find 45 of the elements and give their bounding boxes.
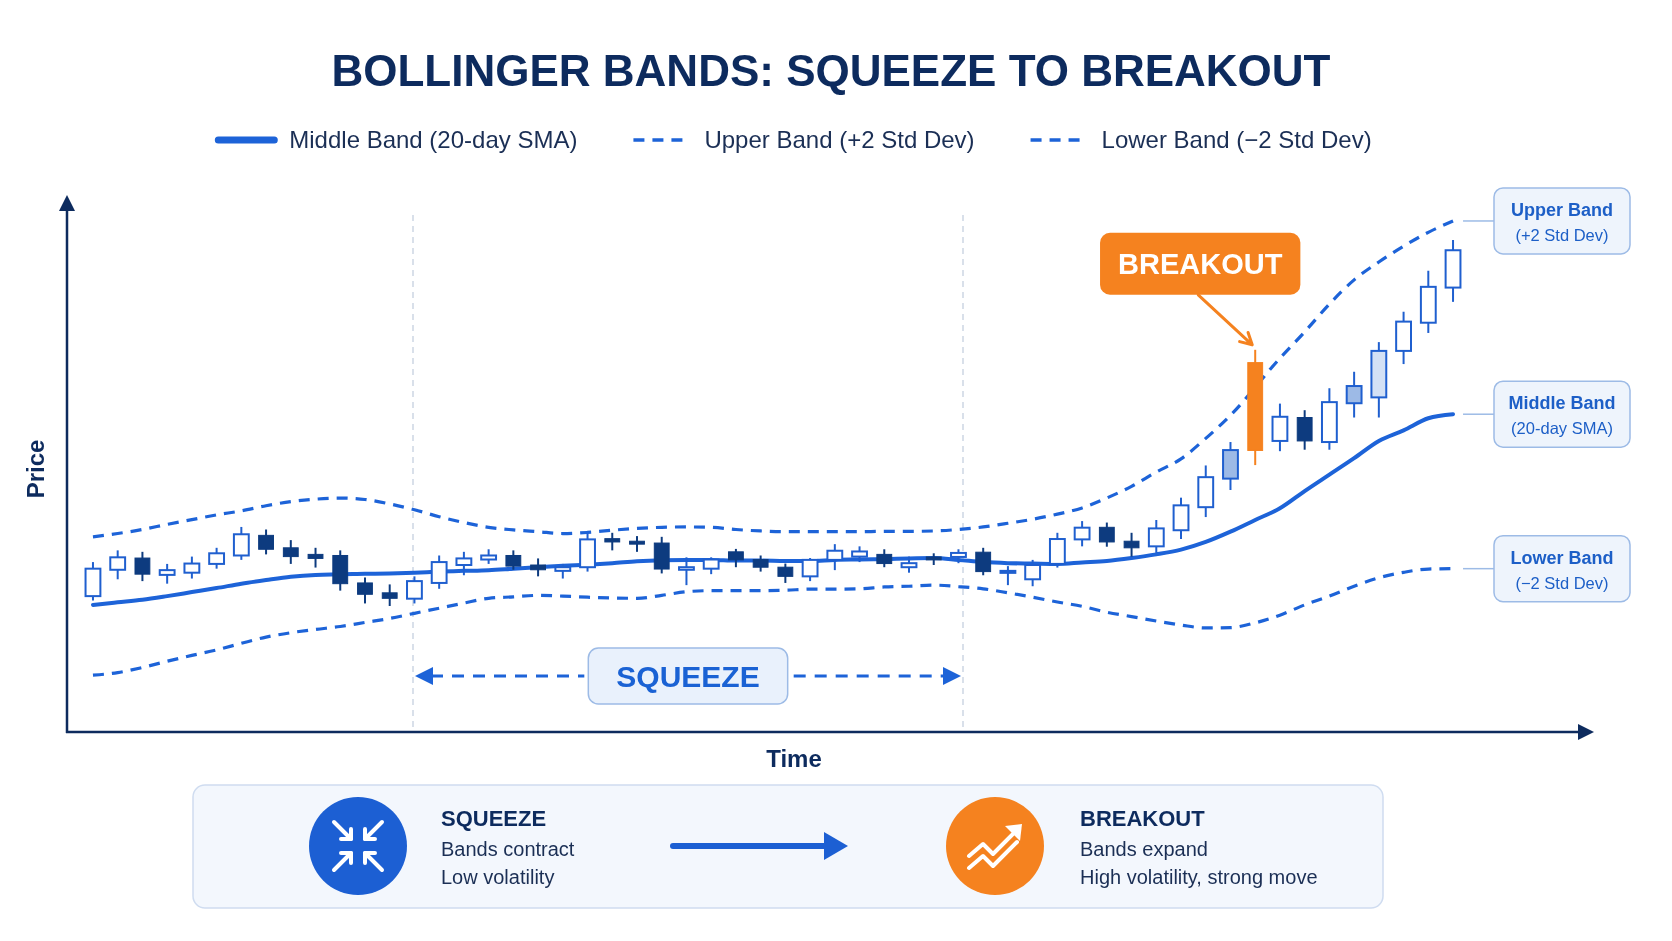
text: Bands contract [441, 838, 575, 860]
legend-label: Middle Band (20-day SMA) [289, 126, 578, 153]
candlestick [430, 554, 448, 590]
candlestick [999, 565, 1017, 587]
candlestick [727, 547, 744, 569]
text: High volatility, strong move [1080, 866, 1318, 888]
candlestick [307, 546, 324, 569]
text: SQUEEZE [616, 660, 760, 693]
chart-title: BOLLINGER BANDS: SQUEEZE TO BREAKOUT [331, 46, 1331, 95]
candlestick [975, 546, 992, 577]
text: Lower Band (−2 Std Dev) [1510, 547, 1614, 592]
text: Bands expand [1080, 838, 1208, 860]
candlestick [357, 576, 373, 605]
candlestick [1345, 370, 1363, 419]
candlestick [282, 539, 299, 565]
candlestick [158, 562, 176, 585]
candlestick [232, 525, 250, 561]
candlestick [183, 555, 201, 580]
candlestick [505, 549, 522, 571]
legend-label: Upper Band (+2 Std Dev) [704, 126, 975, 153]
candlestick [1147, 518, 1165, 554]
text: Low volatility [441, 866, 555, 888]
candlestick [1296, 409, 1313, 451]
text: Middle Band (20-day SMA) [1508, 393, 1616, 438]
candlestick [1073, 520, 1091, 548]
legend-label: Lower Band (−2 Std Dev) [1101, 126, 1372, 153]
candlestick [1024, 558, 1042, 588]
candlestick [208, 546, 226, 570]
candlestick [826, 543, 844, 572]
candlestick [678, 556, 695, 587]
x-axis-title: Time [766, 745, 822, 772]
text: SQUEEZE [441, 806, 547, 831]
candlestick [1098, 521, 1115, 548]
candlestick [1123, 531, 1140, 558]
candlestick [801, 557, 819, 583]
y-axis-title: Price [22, 439, 49, 499]
candlestick [455, 550, 473, 577]
text: Upper Band (+2 Std Dev) [1510, 199, 1614, 244]
text: BREAKOUT [1080, 806, 1206, 831]
annotation: BREAKOUT [1118, 247, 1283, 280]
candlestick [381, 583, 398, 607]
candlestick [777, 562, 794, 584]
candlestick [134, 550, 151, 583]
candlestick [258, 528, 274, 556]
candlestick [109, 549, 127, 581]
